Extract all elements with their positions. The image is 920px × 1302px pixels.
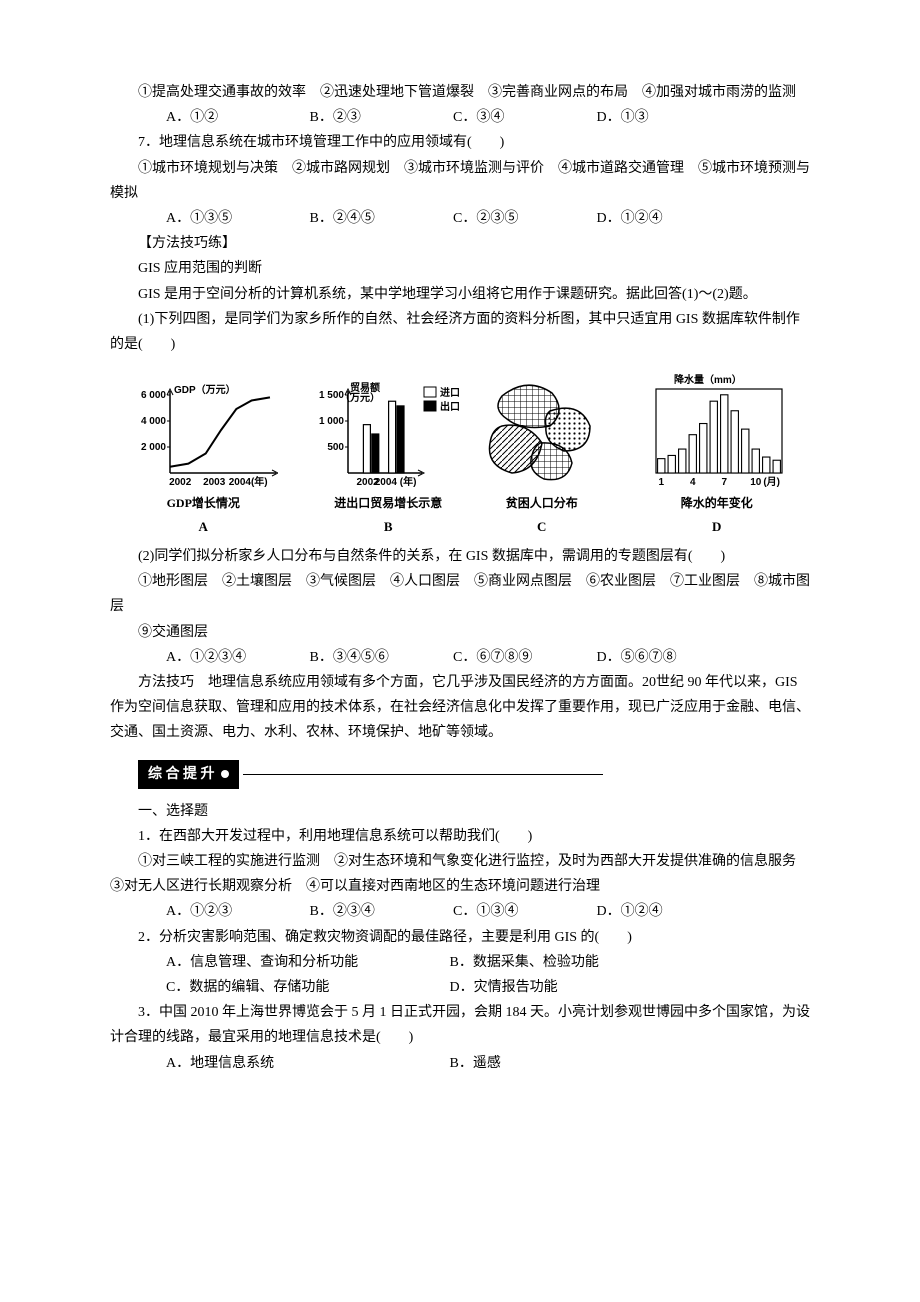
s3-options: A．地理信息系统 B．遥感 bbox=[110, 1051, 810, 1076]
p2-items2: ⑨交通图层 bbox=[110, 620, 810, 645]
chart-rain-bar: 降水量（mm） 1 4 7 10(月) bbox=[642, 371, 792, 491]
q7-opt-b: B．②④⑤ bbox=[310, 206, 450, 231]
s2-opt-c: C．数据的编辑、存储功能 bbox=[166, 975, 446, 1000]
s2-options-row2: C．数据的编辑、存储功能 D．灾情报告功能 bbox=[110, 975, 810, 1000]
sec2-sub: 一、选择题 bbox=[110, 799, 810, 824]
panel-c-letter: C bbox=[537, 515, 546, 538]
svg-text:降水量（mm）: 降水量（mm） bbox=[674, 373, 742, 386]
panel-d: 降水量（mm） 1 4 7 10(月) 降水的年变化 D bbox=[642, 371, 792, 538]
panel-b-caption: 进出口贸易增长示意 bbox=[334, 493, 442, 515]
s1-items: ①对三峡工程的实施进行监测 ②对生态环境和气象变化进行监控，及时为西部大开发提供… bbox=[110, 849, 810, 899]
svg-text:500: 500 bbox=[328, 442, 345, 453]
svg-text:出口: 出口 bbox=[440, 400, 460, 413]
panel-d-letter: D bbox=[712, 515, 721, 538]
section-2-label: 综 合 提 升 bbox=[138, 760, 239, 789]
map-poverty bbox=[472, 371, 612, 491]
s2-options-row1: A．信息管理、查询和分析功能 B．数据采集、检验功能 bbox=[110, 950, 810, 975]
svg-text:2002: 2002 bbox=[169, 477, 192, 488]
q6-opt-b: B．②③ bbox=[310, 105, 450, 130]
p1-stem: (1)下列四图，是同学们为家乡所作的自然、社会经济方面的资料分析图，其中只适宜用… bbox=[110, 307, 810, 357]
s3-opt-a: A．地理信息系统 bbox=[166, 1051, 446, 1076]
q7-items: ①城市环境规划与决策 ②城市路网规划 ③城市环境监测与评价 ④城市道路交通管理 … bbox=[110, 156, 810, 206]
figure-block: GDP（万元） 6 000 4 000 2 000 2002 20032004(年) GD… bbox=[110, 363, 810, 538]
method-tip: 方法技巧 地理信息系统应用领域有多个方面，它几乎涉及国民经济的方方面面。20世纪… bbox=[110, 670, 810, 746]
svg-text:GDP（万元）: GDP（万元） bbox=[174, 383, 236, 396]
q7-opt-d: D．①②④ bbox=[597, 206, 737, 231]
q7-opt-c: C．②③⑤ bbox=[453, 206, 593, 231]
svg-text:4 000: 4 000 bbox=[141, 416, 166, 427]
p2-items1: ①地形图层 ②土壤图层 ③气候图层 ④人口图层 ⑤商业网点图层 ⑥农业图层 ⑦工… bbox=[110, 569, 810, 619]
panel-c-caption: 贫困人口分布 bbox=[506, 493, 578, 515]
q6-opt-d: D．①③ bbox=[597, 105, 737, 130]
s1-opt-d: D．①②④ bbox=[597, 899, 737, 924]
s1-stem: 1．在西部大开发过程中，利用地理信息系统可以帮助我们( ) bbox=[110, 824, 810, 849]
q7-options: A．①③⑤ B．②④⑤ C．②③⑤ D．①②④ bbox=[110, 206, 810, 231]
svg-text:1 500: 1 500 bbox=[319, 390, 344, 401]
p2-opt-c: C．⑥⑦⑧⑨ bbox=[453, 645, 593, 670]
panel-a-letter: A bbox=[199, 515, 208, 538]
svg-text:4: 4 bbox=[690, 477, 696, 488]
s2-opt-d: D．灾情报告功能 bbox=[450, 975, 590, 1000]
s1-opt-b: B．②③④ bbox=[310, 899, 450, 924]
p2-opt-d: D．⑤⑥⑦⑧ bbox=[597, 645, 737, 670]
s2-opt-b: B．数据采集、检验功能 bbox=[450, 950, 599, 975]
svg-text:1 000: 1 000 bbox=[319, 416, 344, 427]
p2-options: A．①②③④ B．③④⑤⑥ C．⑥⑦⑧⑨ D．⑤⑥⑦⑧ bbox=[110, 645, 810, 670]
svg-text:10: 10 bbox=[750, 477, 762, 488]
p2-stem: (2)同学们拟分析家乡人口分布与自然条件的关系，在 GIS 数据库中，需调用的专… bbox=[110, 544, 810, 569]
svg-text:2004 (年): 2004 (年) bbox=[375, 475, 417, 488]
q7-stem: 7．地理信息系统在城市环境管理工作中的应用领域有( ) bbox=[110, 130, 810, 155]
p2-opt-b: B．③④⑤⑥ bbox=[310, 645, 450, 670]
panel-a: GDP（万元） 6 000 4 000 2 000 2002 20032004(年) GD… bbox=[128, 381, 278, 538]
s3-stem: 3．中国 2010 年上海世界博览会于 5 月 1 日正式开园，会期 184 天… bbox=[110, 1000, 810, 1050]
svg-text:2 000: 2 000 bbox=[141, 442, 166, 453]
panel-d-caption: 降水的年变化 bbox=[681, 493, 753, 515]
q6-opt-a: A．①② bbox=[166, 105, 306, 130]
chart-trade-bar: 贸易额（万元）1 5001 00050020022004 (年)进口出口 bbox=[308, 381, 468, 491]
section-2-header: 综 合 提 升 bbox=[110, 746, 810, 799]
panel-c: 贫困人口分布 C bbox=[472, 371, 612, 538]
svg-text:2003: 2003 bbox=[203, 477, 226, 488]
q6-stem: ①提高处理交通事故的效率 ②迅速处理地下管道爆裂 ③完善商业网点的布局 ④加强对… bbox=[110, 80, 810, 105]
s2-opt-a: A．信息管理、查询和分析功能 bbox=[166, 950, 446, 975]
p2-opt-a: A．①②③④ bbox=[166, 645, 306, 670]
method-intro: GIS 是用于空间分析的计算机系统，某中学地理学习小组将它用作于课题研究。据此回… bbox=[110, 282, 810, 307]
s3-opt-b: B．遥感 bbox=[450, 1051, 590, 1076]
panel-a-caption: GDP增长情况 bbox=[167, 493, 240, 515]
svg-text:(月): (月) bbox=[763, 476, 780, 488]
q7-opt-a: A．①③⑤ bbox=[166, 206, 306, 231]
q6-options: A．①② B．②③ C．③④ D．①③ bbox=[110, 105, 810, 130]
chart-gdp-line: GDP（万元） 6 000 4 000 2 000 2002 20032004(年) bbox=[128, 381, 278, 491]
q6-opt-c: C．③④ bbox=[453, 105, 593, 130]
svg-text:2004(年): 2004(年) bbox=[229, 475, 268, 488]
svg-text:（万元）: （万元） bbox=[340, 391, 380, 404]
s1-opt-a: A．①②③ bbox=[166, 899, 306, 924]
method-title: GIS 应用范围的判断 bbox=[110, 256, 810, 281]
s1-opt-c: C．①③④ bbox=[453, 899, 593, 924]
svg-text:6 000: 6 000 bbox=[141, 390, 166, 401]
method-label: 【方法技巧练】 bbox=[110, 231, 810, 256]
svg-text:进口: 进口 bbox=[440, 386, 460, 399]
section-2-line bbox=[243, 774, 603, 775]
svg-text:7: 7 bbox=[721, 477, 727, 488]
svg-text:1: 1 bbox=[658, 477, 664, 488]
s1-options: A．①②③ B．②③④ C．①③④ D．①②④ bbox=[110, 899, 810, 924]
s2-stem: 2．分析灾害影响范围、确定救灾物资调配的最佳路径，主要是利用 GIS 的( ) bbox=[110, 925, 810, 950]
panel-b-letter: B bbox=[384, 515, 393, 538]
panel-b: 贸易额（万元）1 5001 00050020022004 (年)进口出口 进出口… bbox=[308, 381, 468, 538]
